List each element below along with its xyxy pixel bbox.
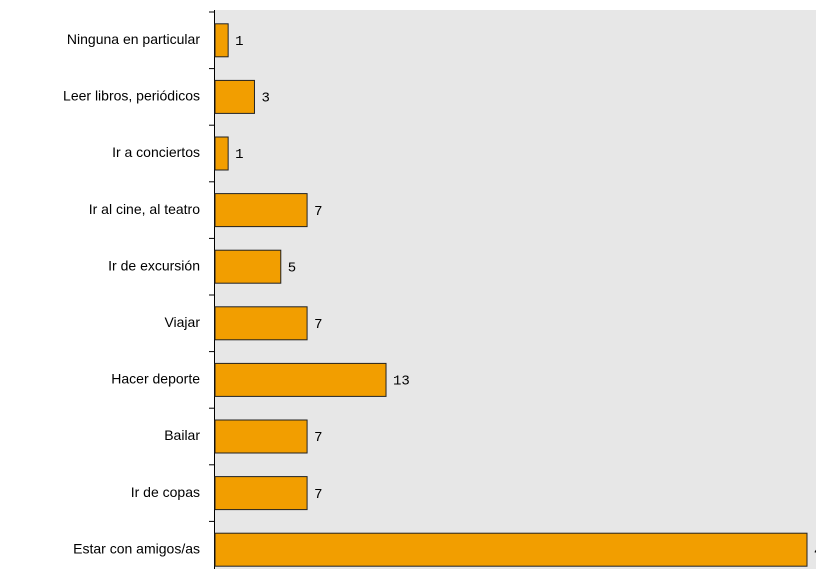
bar: [214, 249, 282, 284]
y-tick-label: Ir de copas: [131, 484, 200, 500]
bar: [214, 532, 808, 567]
bar: [214, 79, 255, 114]
value-label: 7: [314, 430, 322, 446]
bar: [214, 306, 308, 341]
bar: [214, 419, 308, 454]
value-label: 7: [314, 204, 322, 220]
value-label: 45: [814, 543, 816, 559]
plot-area: [215, 10, 816, 569]
y-tick-label: Ir al cine, al teatro: [89, 201, 200, 217]
value-label: 7: [314, 317, 322, 333]
value-label: 13: [393, 374, 410, 390]
y-tick-label: Ir de excursión: [108, 257, 200, 273]
y-tick-label: Bailar: [164, 427, 200, 443]
y-tick-label: Estar con amigos/as: [73, 540, 200, 556]
y-tick-label: Viajar: [164, 314, 200, 330]
y-tick-label: Ir a conciertos: [112, 144, 200, 160]
bar: [214, 193, 308, 228]
bar: [214, 362, 387, 397]
y-tick-label: Hacer deporte: [111, 371, 200, 387]
bar: [214, 476, 308, 511]
y-tick-label: Leer libros, periódicos: [63, 88, 200, 104]
value-label: 1: [235, 34, 243, 50]
value-label: 1: [235, 147, 243, 163]
bar: [214, 23, 229, 58]
y-tick-label: Ninguna en particular: [67, 31, 200, 47]
value-label: 7: [314, 487, 322, 503]
value-label: 3: [261, 91, 269, 107]
bar: [214, 136, 229, 171]
value-label: 5: [288, 260, 296, 276]
